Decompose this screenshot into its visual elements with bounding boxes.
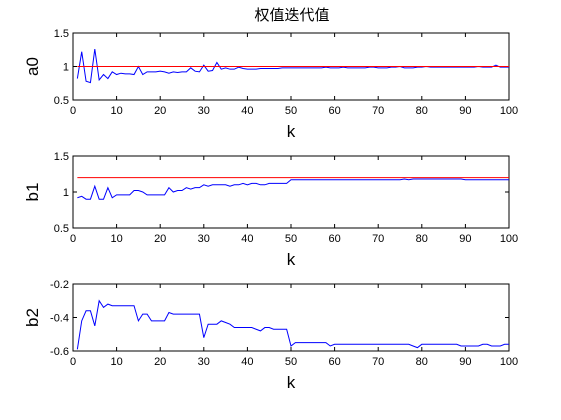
x-tick-label: 80 bbox=[416, 233, 428, 245]
x-tick-label: 50 bbox=[285, 233, 297, 245]
x-tick-label: 10 bbox=[110, 233, 122, 245]
x-tick-label: 40 bbox=[241, 105, 253, 117]
x-tick-label: 10 bbox=[110, 356, 122, 368]
y-axis-label: b1 bbox=[23, 183, 42, 202]
x-tick-label: 100 bbox=[500, 105, 518, 117]
x-tick-label: 90 bbox=[459, 105, 471, 117]
subplot-b2: 0 10 20 30 40 50 60 70 80 90 100 -0.6 -0.4 -0.2 k b2 bbox=[23, 279, 518, 392]
y-tick-label: 1 bbox=[63, 62, 69, 74]
subplot-b1: 0 10 20 30 40 50 60 70 80 90 100 0.5 1 1.5 k b1 bbox=[23, 151, 518, 269]
x-tick-label: 90 bbox=[459, 356, 471, 368]
y-tick-label: 1 bbox=[63, 187, 69, 199]
x-tick-label: 90 bbox=[459, 233, 471, 245]
x-axis-label: k bbox=[287, 373, 296, 392]
x-tick-label: 20 bbox=[154, 105, 166, 117]
y-tick-label: -0.2 bbox=[50, 279, 69, 291]
x-tick-label: 50 bbox=[285, 356, 297, 368]
x-tick-label: 10 bbox=[110, 105, 122, 117]
y-axis-label: b2 bbox=[23, 308, 42, 327]
x-tick-label: 60 bbox=[328, 105, 340, 117]
figure-title: 权值迭代值 bbox=[254, 6, 329, 24]
x-axis-label: k bbox=[287, 122, 296, 141]
x-tick-label: 0 bbox=[70, 233, 76, 245]
x-tick-label: 0 bbox=[70, 105, 76, 117]
y-tick-label: 1.5 bbox=[54, 28, 69, 40]
x-tick-label: 30 bbox=[198, 356, 210, 368]
x-tick-label: 40 bbox=[241, 356, 253, 368]
x-axis-label: k bbox=[287, 250, 296, 269]
x-tick-label: 80 bbox=[416, 356, 428, 368]
x-tick-label: 30 bbox=[198, 233, 210, 245]
series-line-1 bbox=[77, 178, 509, 200]
x-tick-label: 40 bbox=[241, 233, 253, 245]
x-tick-label: 60 bbox=[328, 233, 340, 245]
y-axis-label: a0 bbox=[23, 57, 42, 76]
y-tick-label: 0.5 bbox=[54, 95, 69, 107]
x-tick-label: 80 bbox=[416, 105, 428, 117]
y-tick-label: -0.6 bbox=[50, 346, 69, 358]
x-tick-label: 100 bbox=[500, 356, 518, 368]
x-tick-label: 50 bbox=[285, 105, 297, 117]
y-tick-label: 0.5 bbox=[54, 223, 69, 235]
x-tick-label: 100 bbox=[500, 233, 518, 245]
x-tick-label: 20 bbox=[154, 233, 166, 245]
plot-frame bbox=[72, 155, 510, 229]
y-tick-label: 1.5 bbox=[54, 151, 69, 163]
x-tick-label: 70 bbox=[372, 356, 384, 368]
x-tick-label: 0 bbox=[70, 356, 76, 368]
x-tick-label: 70 bbox=[372, 105, 384, 117]
subplot-a0: 0 10 20 30 40 50 60 70 80 90 100 0.5 1 1.5 k a0 bbox=[23, 28, 518, 141]
series-line-1 bbox=[76, 49, 509, 84]
x-tick-label: 70 bbox=[372, 233, 384, 245]
x-tick-label: 20 bbox=[154, 356, 166, 368]
y-tick-label: -0.4 bbox=[50, 313, 69, 325]
series-line-1 bbox=[76, 299, 509, 350]
x-tick-label: 30 bbox=[198, 105, 210, 117]
x-tick-label: 60 bbox=[328, 356, 340, 368]
plot-frame bbox=[72, 283, 510, 352]
